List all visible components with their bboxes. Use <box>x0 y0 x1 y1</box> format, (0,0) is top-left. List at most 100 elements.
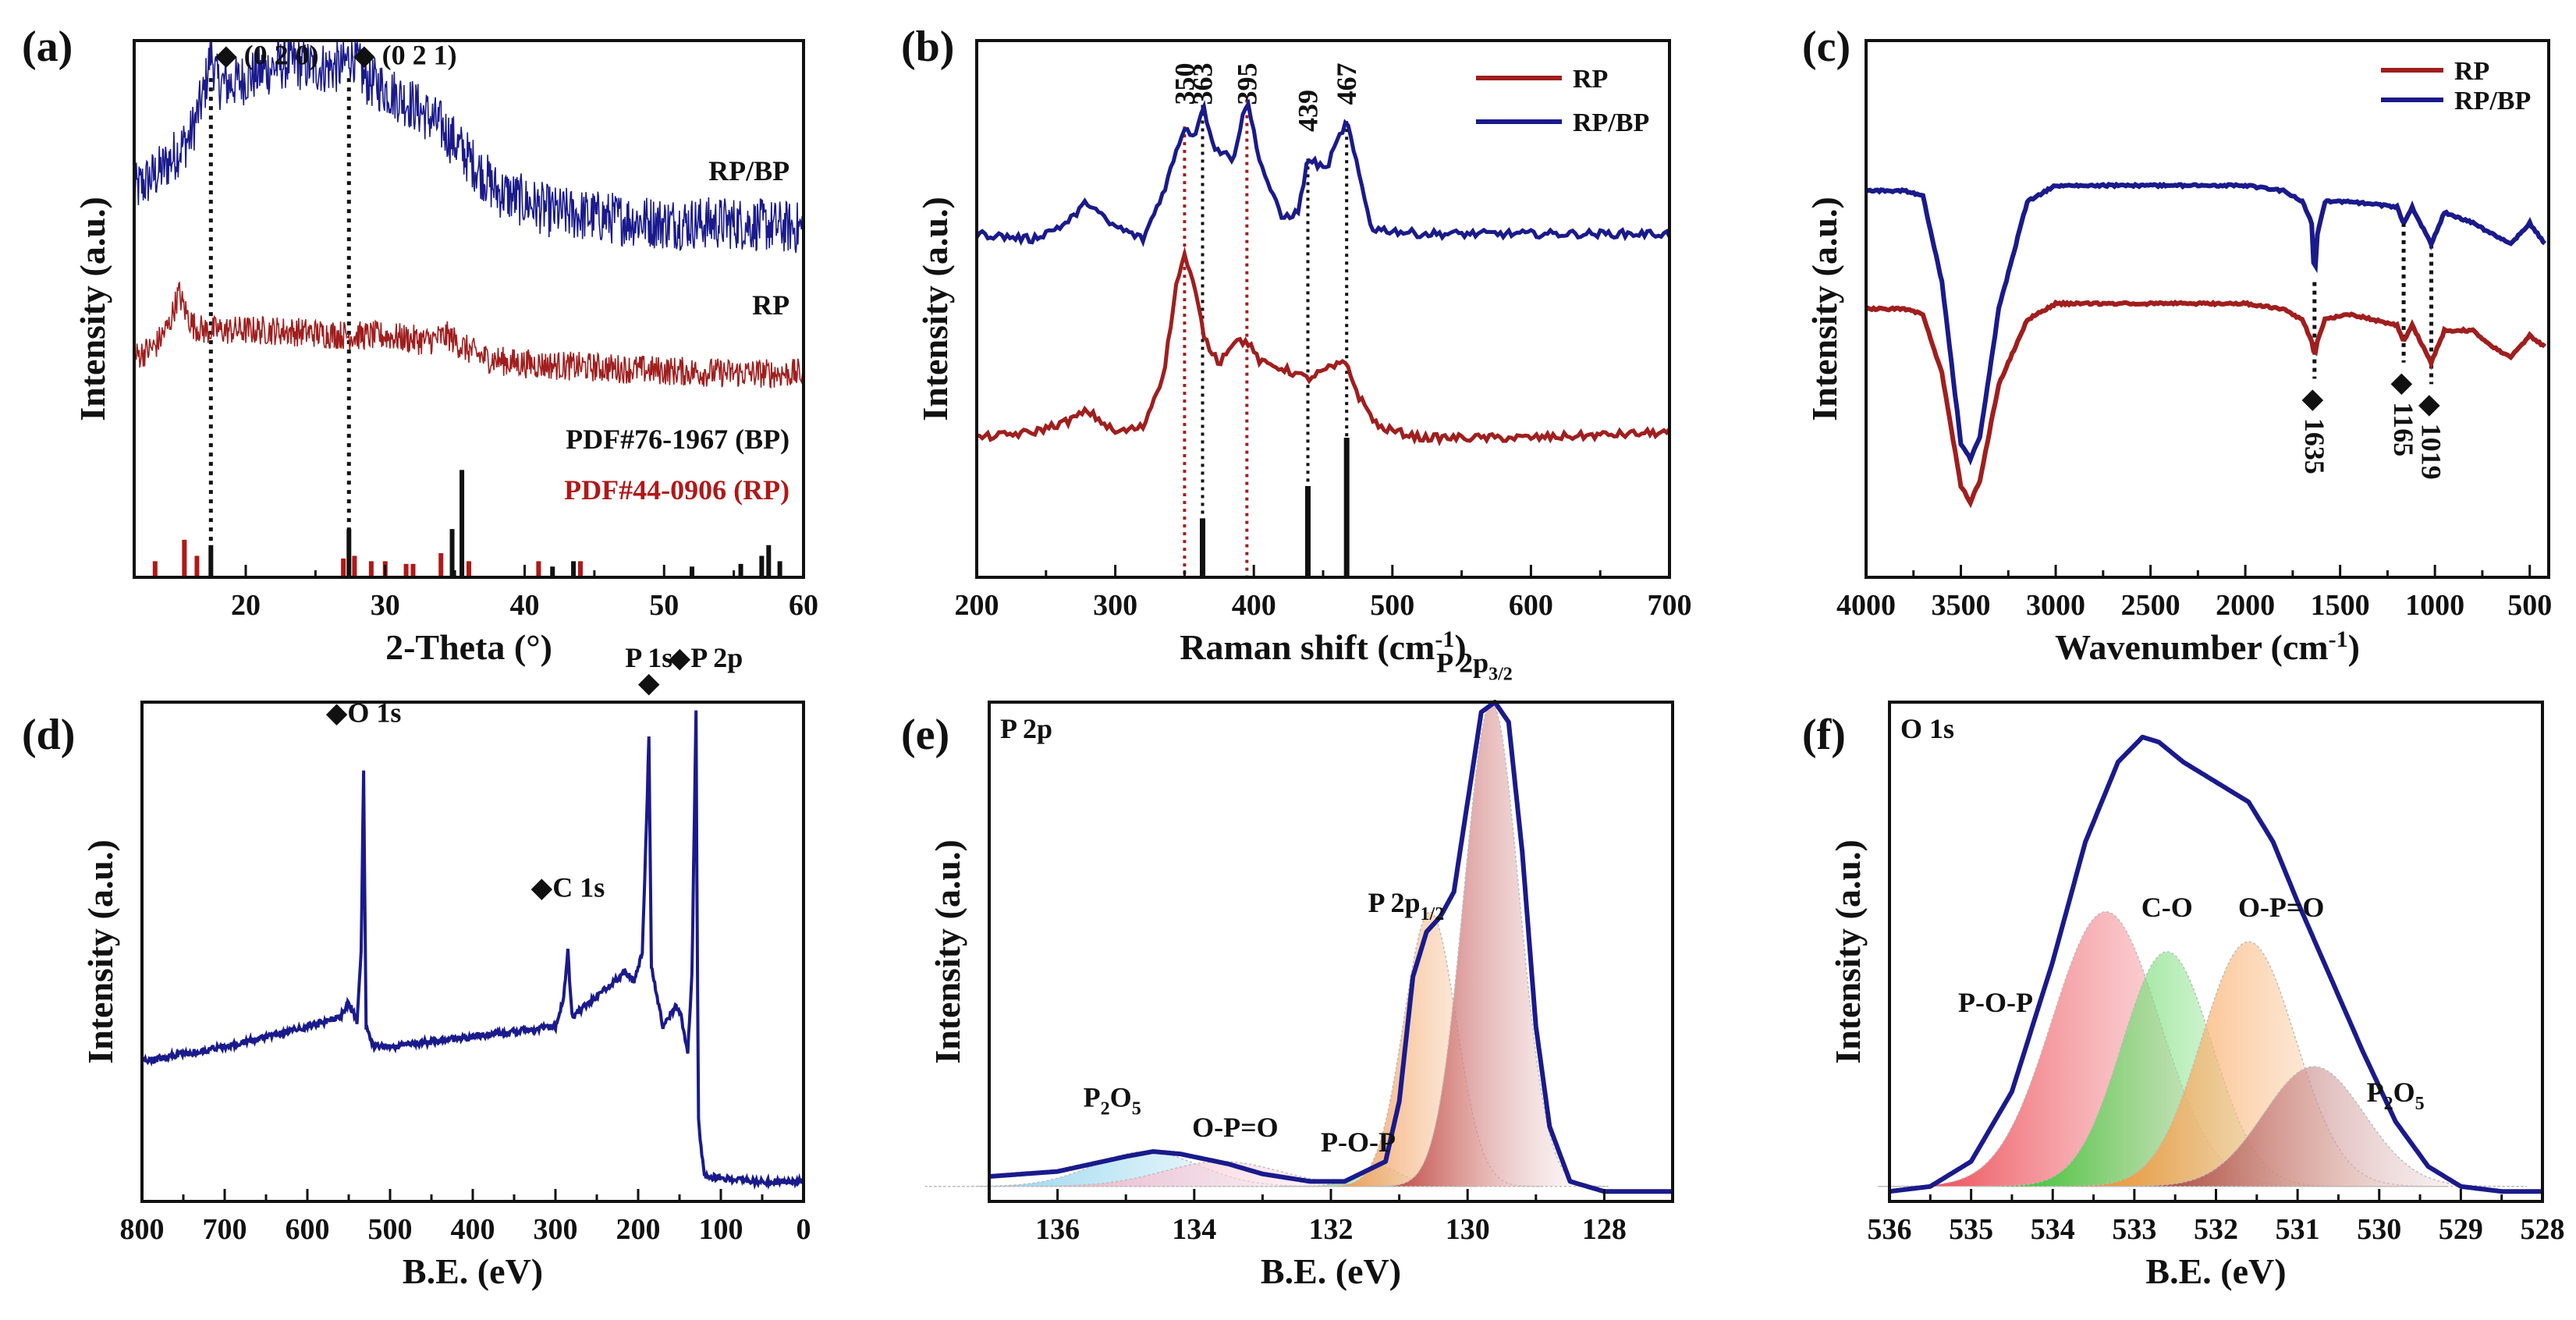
plot-frame-d <box>140 701 805 1203</box>
fit-envelope <box>1889 734 2543 1194</box>
legend-label: RP <box>2454 57 2489 86</box>
y-axis-label: Intensity (a.u.) <box>1804 197 1844 421</box>
x-tick-label: 3500 <box>1932 589 1991 622</box>
x-axis-label: 2-Theta (°) <box>385 627 552 667</box>
x-tick-label: 530 <box>2357 1213 2401 1246</box>
x-tick-label: 40 <box>510 589 540 622</box>
x-axis-label: Raman shift (cm-1) <box>1180 626 1466 667</box>
xps-survey-series <box>140 710 805 1190</box>
peak-label: 395 <box>1231 63 1262 105</box>
panel-title: P 2p <box>1000 713 1052 744</box>
x-tick-label: 134 <box>1172 1213 1216 1246</box>
peak-label: P 1s <box>625 642 672 673</box>
x-tick-label: 532 <box>2194 1213 2238 1246</box>
xps-o1s-panel: P-O-P C-O O-P=O P2O5 O 1s 536 535 534 533 532 531 5… <box>1802 701 2565 1291</box>
panel-label-f: (f) <box>1802 711 1846 759</box>
x-tick-label: 534 <box>2031 1213 2075 1246</box>
x-tick-label: 2000 <box>2216 589 2275 622</box>
component-label: P-O-P <box>1321 1127 1396 1158</box>
xps-p2p-panel: P2O5 O-P=O P-O-P P 2p1/2 P 2p3/2 P 2p 136 134 13… <box>901 648 1674 1291</box>
component-label: P2O5 <box>2367 1077 2425 1114</box>
x-tick-label: 500 <box>368 1213 413 1246</box>
component-label: O-P=O <box>1192 1112 1279 1143</box>
fit-component-p-2p1-2 <box>1319 911 1541 1187</box>
peak-label: ◆C 1s <box>531 872 605 903</box>
x-axis-label: B.E. (eV) <box>1261 1251 1401 1291</box>
component-label: P2O5 <box>1084 1081 1141 1119</box>
peak-label: ◆P 2p <box>669 642 743 673</box>
x-tick-label: 600 <box>286 1213 330 1246</box>
panel-label-d: (d) <box>22 711 75 759</box>
peak-label: 467 <box>1331 63 1362 105</box>
x-tick-label: 0 <box>797 1213 811 1246</box>
x-tick-label: 500 <box>1370 589 1414 622</box>
reference-label: PDF#76-1967 (BP) <box>566 424 789 455</box>
panel-label-b: (b) <box>901 23 954 71</box>
x-tick-label: 536 <box>1868 1213 1912 1246</box>
panel-title: O 1s <box>1900 713 1954 744</box>
x-axis-label: Wavenumber (cm-1) <box>2055 626 2360 667</box>
plot-frame-c <box>1865 39 2550 579</box>
x-tick-label: 529 <box>2439 1213 2483 1246</box>
x-tick-label: 200 <box>616 1213 661 1246</box>
y-axis-label: Intensity (a.u.) <box>915 197 955 421</box>
x-tick-label: 800 <box>120 1213 165 1246</box>
x-tick-label: 300 <box>534 1213 578 1246</box>
legend-label: RP/BP <box>1573 108 1649 137</box>
x-tick-label: 1000 <box>2405 589 2464 622</box>
peak-label: ◆ 1019 <box>2416 395 2447 480</box>
component-label: C-O <box>2141 892 2193 923</box>
x-tick-label: 50 <box>649 589 679 622</box>
x-tick-label: 2500 <box>2121 589 2180 622</box>
x-tick-label: 200 <box>955 589 999 622</box>
xrd-series-rp-bp <box>133 41 804 254</box>
plot-frame-a <box>133 39 805 579</box>
x-tick-label: 600 <box>1509 589 1553 622</box>
component-label: P 2p1/2 <box>1368 887 1445 924</box>
x-axis-label: B.E. (eV) <box>2145 1251 2286 1291</box>
x-tick-label: 3000 <box>2026 589 2085 622</box>
y-axis-label: Intensity (a.u.) <box>1828 839 1868 1064</box>
ftir-series-rp-bp <box>1865 181 2547 466</box>
y-axis-label: Intensity (a.u.) <box>73 197 112 421</box>
x-tick-label: 400 <box>1232 589 1276 622</box>
x-tick-label: 4000 <box>1836 589 1896 622</box>
x-tick-label: 132 <box>1309 1213 1354 1246</box>
peak-label: 363 <box>1187 63 1218 105</box>
x-axis-label: B.E. (eV) <box>403 1251 543 1291</box>
legend-label: RP/BP <box>2454 87 2531 115</box>
x-tick-label: 20 <box>231 589 261 622</box>
peak-annotation: ◆ (0 2 0) <box>215 39 319 70</box>
y-axis-label: Intensity (a.u.) <box>928 839 967 1064</box>
panel-label-c: (c) <box>1802 23 1850 71</box>
x-tick-label: 30 <box>371 589 400 622</box>
xrd-panel: ◆ (0 2 0) ◆ (0 2 1) RP/BP RP PDF#76-1967 (BP… <box>22 23 818 667</box>
x-tick-label: 531 <box>2276 1213 2320 1246</box>
x-tick-label: 128 <box>1582 1213 1627 1246</box>
peak-label: 439 <box>1292 90 1323 132</box>
y-axis-label: Intensity (a.u.) <box>80 839 120 1064</box>
x-tick-label: 500 <box>2507 589 2552 622</box>
fit-component-c-o <box>1975 951 2358 1187</box>
peak-label: ◆ <box>638 667 660 698</box>
component-label: P-O-P <box>1958 987 2033 1018</box>
peak-annotation: ◆ (0 2 1) <box>353 39 457 70</box>
x-tick-label: 400 <box>451 1213 495 1246</box>
series-label: RP <box>752 289 789 321</box>
x-tick-label: 533 <box>2112 1213 2156 1246</box>
series-label: RP/BP <box>708 155 789 186</box>
fit-component-p-2p3-2 <box>1374 701 1609 1187</box>
x-tick-label: 60 <box>789 589 818 622</box>
x-tick-label: 130 <box>1446 1213 1490 1246</box>
x-tick-label: 535 <box>1949 1213 1993 1246</box>
x-tick-label: 136 <box>1035 1213 1080 1246</box>
reference-label: PDF#44-0906 (RP) <box>564 474 789 506</box>
legend-label: RP <box>1573 65 1608 94</box>
peak-label: 350 <box>1169 63 1200 105</box>
panel-label-e: (e) <box>901 711 949 759</box>
x-tick-label: 700 <box>1648 589 1692 622</box>
panel-label-a: (a) <box>22 23 73 71</box>
